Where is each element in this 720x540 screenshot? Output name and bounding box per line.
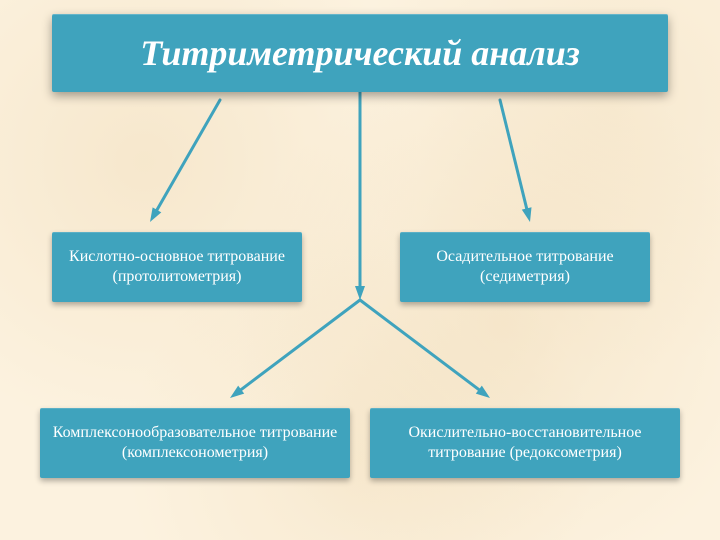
node-label: Комплексонообразовательное титрование (к…: [48, 423, 342, 463]
title-text: Титриметрический анализ: [140, 31, 580, 76]
diagram-stage: Титриметрический анализ Кислотно-основно…: [0, 0, 720, 540]
node-complexometric: Комплексонообразовательное титрование (к…: [40, 408, 350, 478]
node-redox: Окислительно-восстановительное титровани…: [370, 408, 680, 478]
node-acid-base: Кислотно-основное титрование (протолитом…: [52, 232, 302, 302]
node-label: Окислительно-восстановительное титровани…: [378, 423, 672, 463]
node-label: Осадительное титрование (седиметрия): [408, 247, 642, 287]
node-precipitation: Осадительное титрование (седиметрия): [400, 232, 650, 302]
node-label: Кислотно-основное титрование (протолитом…: [60, 247, 294, 287]
title-box: Титриметрический анализ: [52, 14, 668, 92]
